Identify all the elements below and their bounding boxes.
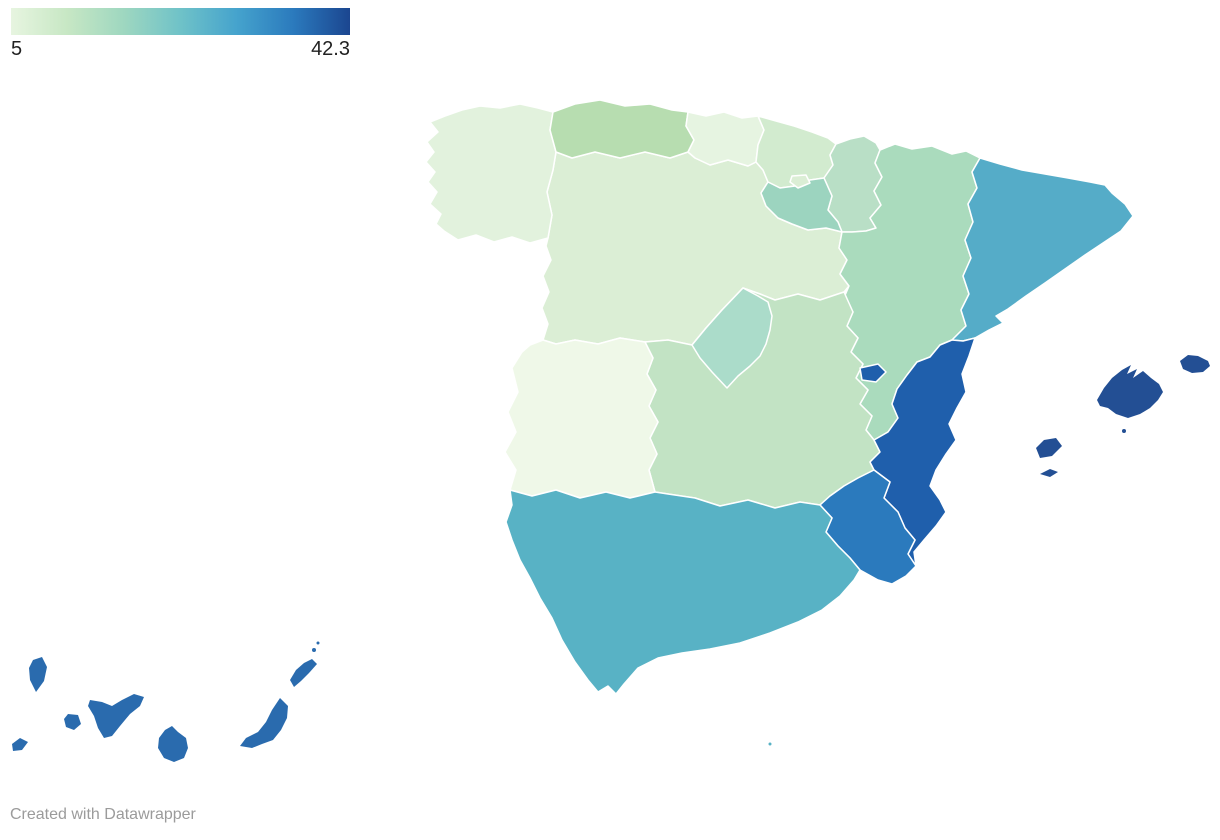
islet-la-graciosa[interactable] [312,648,316,652]
region-cantabria[interactable] [685,111,765,167]
island-cabrera[interactable] [1122,429,1126,433]
region-madrid[interactable] [691,287,773,389]
region-asturias[interactable] [549,99,695,159]
island-la-gomera[interactable] [64,714,81,730]
region-galicia[interactable] [425,103,557,244]
island-la-palma[interactable] [29,657,47,692]
island-lanzarote[interactable] [290,659,317,687]
island-menorca[interactable] [1180,355,1210,373]
region-extremadura[interactable] [504,337,659,499]
region-andalucia[interactable] [505,489,861,695]
balearic-islands-group[interactable] [1036,355,1210,477]
legend-gradient-bar [11,8,350,35]
island-fuerteventura[interactable] [240,698,288,748]
alboran-island [768,742,772,746]
island-tenerife[interactable] [88,694,144,738]
island-el-hierro[interactable] [12,738,28,751]
island-mallorca[interactable] [1097,365,1163,418]
canary-islands-group[interactable] [12,641,320,763]
color-scale-legend: 5 42.3 [11,8,350,60]
datawrapper-attribution: Created with Datawrapper [10,806,196,823]
legend-min-label: 5 [11,38,23,60]
island-ibiza[interactable] [1036,438,1062,458]
legend-max-label: 42.3 [311,38,350,60]
island-gran-canaria[interactable] [158,726,188,762]
region-rincon-de-ademuz-exclave[interactable] [859,363,887,383]
region-cataluna[interactable] [951,157,1134,342]
island-formentera[interactable] [1040,469,1058,477]
islet-alegranza[interactable] [316,641,320,645]
region-trevino-enclave[interactable] [789,174,811,189]
